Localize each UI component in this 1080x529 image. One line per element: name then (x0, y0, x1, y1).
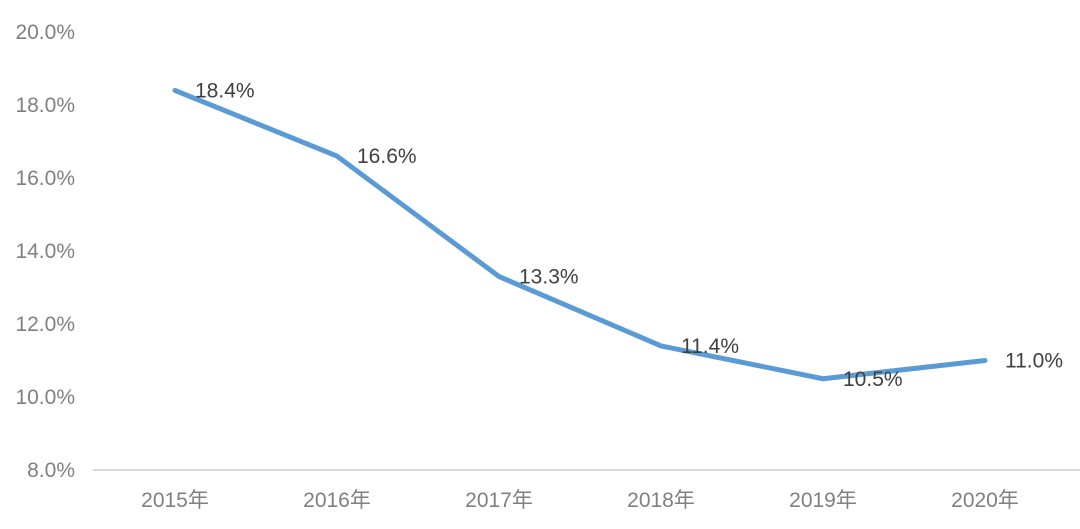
y-tick-label: 20.0% (15, 21, 75, 44)
y-tick-label: 16.0% (15, 167, 75, 190)
data-point-label: 11.4% (681, 335, 739, 358)
x-tick-label: 2019年 (789, 489, 857, 512)
x-tick-label: 2016年 (303, 489, 371, 512)
x-axis-labels: 2015年 2016年 2017年 2018年 2019年 2020年 (141, 489, 1019, 512)
data-point-label: 16.6% (357, 145, 417, 168)
x-tick-label: 2020年 (951, 489, 1019, 512)
y-axis-labels: 20.0% 18.0% 16.0% 14.0% 12.0% 10.0% 8.0% (15, 21, 75, 482)
series-line (172, 87, 988, 382)
x-tick-label: 2017年 (465, 489, 533, 512)
y-tick-label: 18.0% (15, 94, 75, 117)
data-point-label: 11.0% (1005, 350, 1063, 373)
x-tick-label: 2018年 (627, 489, 695, 512)
data-point-label: 10.5% (843, 368, 903, 391)
y-tick-label: 8.0% (27, 459, 75, 482)
data-point-label: 13.3% (519, 266, 579, 289)
data-point-label: 18.4% (195, 79, 255, 102)
y-tick-label: 12.0% (15, 313, 75, 336)
data-labels: 18.4% 16.6% 13.3% 11.4% 10.5% 11.0% (195, 79, 1063, 390)
x-tick-label: 2015年 (141, 489, 209, 512)
y-tick-label: 14.0% (15, 240, 75, 263)
y-tick-label: 10.0% (15, 386, 75, 409)
